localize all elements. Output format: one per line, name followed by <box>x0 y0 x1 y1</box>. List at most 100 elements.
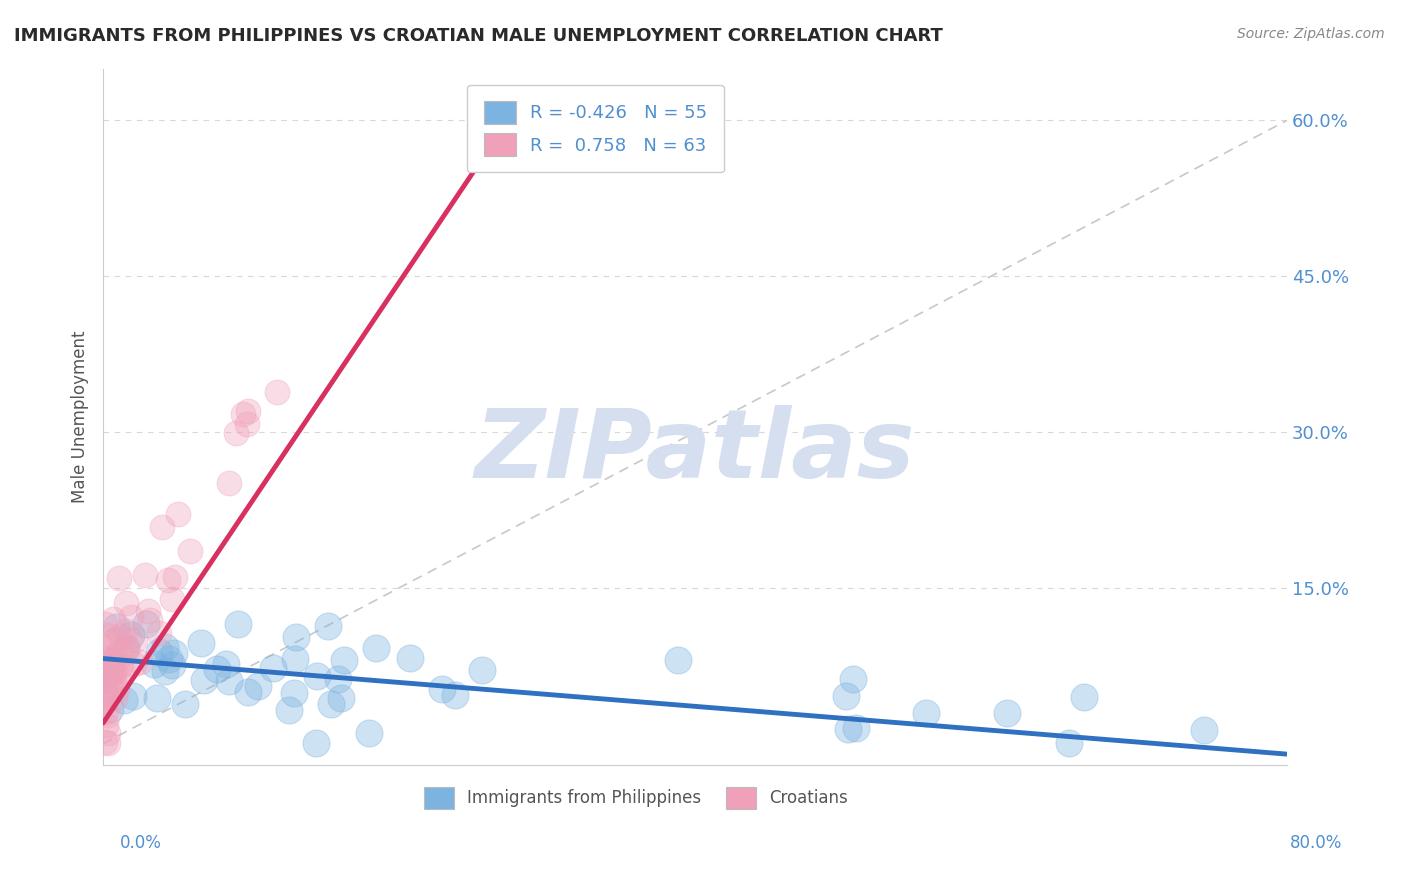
Point <box>399 651 422 665</box>
Point <box>115 642 138 657</box>
Point <box>246 679 269 693</box>
Point <box>98 654 121 668</box>
Point <box>1057 736 1080 750</box>
Point <box>105 632 128 646</box>
Point <box>837 722 859 736</box>
Point <box>215 657 238 672</box>
Point <box>328 672 350 686</box>
Text: Source: ZipAtlas.com: Source: ZipAtlas.com <box>1237 27 1385 41</box>
Point <box>318 618 340 632</box>
Point <box>98 702 121 716</box>
Point <box>97 726 120 740</box>
Point <box>105 682 128 697</box>
Point <box>100 664 122 678</box>
Point <box>995 706 1018 720</box>
Point <box>103 673 125 687</box>
Point <box>157 652 180 666</box>
Point <box>160 592 183 607</box>
Point <box>1073 690 1095 705</box>
Point <box>93 735 115 749</box>
Point <box>666 653 689 667</box>
Point <box>103 690 125 705</box>
Point <box>173 697 195 711</box>
Point <box>136 604 159 618</box>
Point <box>163 646 186 660</box>
Point <box>110 629 132 643</box>
Text: 80.0%: 80.0% <box>1291 834 1343 852</box>
Point <box>150 520 173 534</box>
Point <box>842 673 865 687</box>
Point <box>104 664 127 678</box>
Point <box>114 642 136 657</box>
Point <box>193 673 215 688</box>
Point <box>143 657 166 671</box>
Point <box>165 570 187 584</box>
Point <box>359 726 381 740</box>
Point <box>98 681 121 695</box>
Point <box>430 682 453 697</box>
Point <box>167 508 190 522</box>
Point <box>118 632 141 646</box>
Point <box>96 718 118 732</box>
Point <box>138 613 160 627</box>
Text: IMMIGRANTS FROM PHILIPPINES VS CROATIAN MALE UNEMPLOYMENT CORRELATION CHART: IMMIGRANTS FROM PHILIPPINES VS CROATIAN … <box>14 27 943 45</box>
Point <box>110 658 132 673</box>
Point <box>117 640 139 654</box>
Point <box>101 612 124 626</box>
Point <box>135 617 157 632</box>
Text: ZIPatlas: ZIPatlas <box>475 405 915 498</box>
Point <box>153 664 176 678</box>
Point <box>93 705 115 719</box>
Point <box>284 652 307 666</box>
Point <box>93 668 115 682</box>
Point <box>93 690 115 705</box>
Point <box>262 661 284 675</box>
Point <box>218 476 240 491</box>
Point <box>120 610 142 624</box>
Point <box>96 657 118 671</box>
Point <box>190 636 212 650</box>
Point <box>148 645 170 659</box>
Point <box>96 628 118 642</box>
Point <box>94 616 117 631</box>
Point <box>100 640 122 654</box>
Point <box>122 657 145 671</box>
Point <box>108 571 131 585</box>
Point <box>97 708 120 723</box>
Point <box>93 650 115 665</box>
Point <box>94 695 117 709</box>
Point <box>103 657 125 672</box>
Point <box>100 674 122 689</box>
Point <box>134 567 156 582</box>
Point <box>160 658 183 673</box>
Point <box>236 417 259 431</box>
Point <box>105 651 128 665</box>
Point <box>103 665 125 680</box>
Point <box>94 672 117 686</box>
Point <box>156 573 179 587</box>
Point <box>93 673 115 687</box>
Point <box>915 706 938 720</box>
Point <box>94 690 117 704</box>
Point <box>153 640 176 655</box>
Point <box>98 635 121 649</box>
Point <box>98 654 121 668</box>
Point <box>305 736 328 750</box>
Point <box>236 685 259 699</box>
Point <box>107 669 129 683</box>
Point <box>285 630 308 644</box>
Point <box>104 650 127 665</box>
Point <box>277 703 299 717</box>
Point <box>471 663 494 677</box>
Point <box>366 641 388 656</box>
Point <box>226 616 249 631</box>
Point <box>148 626 170 640</box>
Y-axis label: Male Unemployment: Male Unemployment <box>72 330 89 503</box>
Point <box>114 596 136 610</box>
Point <box>115 624 138 639</box>
Point <box>225 426 247 441</box>
Point <box>218 673 240 688</box>
Point <box>232 407 254 421</box>
Point <box>845 721 868 735</box>
Point <box>108 643 131 657</box>
